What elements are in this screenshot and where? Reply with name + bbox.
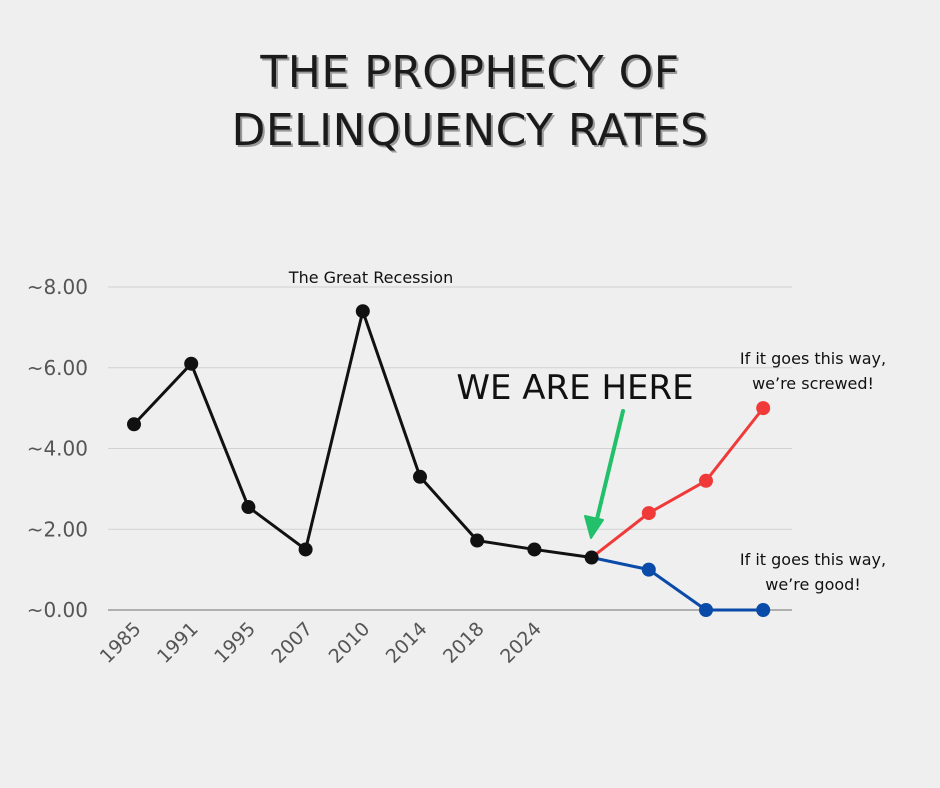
x-tick-label: 1985 — [96, 618, 146, 668]
x-tick-label: 1991 — [153, 618, 203, 668]
recession-annotation: The Great Recession — [288, 268, 453, 287]
we-are-here-arrow — [584, 409, 625, 539]
history-point — [241, 500, 256, 515]
annotations: The Great Recession WE ARE HERE If it go… — [288, 268, 886, 594]
arrow-head — [584, 515, 604, 539]
y-tick-label: ~6.00 — [27, 356, 88, 380]
good_scenario-point — [641, 562, 656, 577]
x-axis-ticks: 1985 1991 1995 2007 2010 2014 2018 2024 — [96, 618, 546, 668]
title-line-1: THE PROPHECY OF — [260, 47, 680, 98]
bad-scenario-annotation-line-1: If it goes this way, — [740, 349, 886, 368]
history-point — [184, 356, 199, 371]
x-tick-label: 2014 — [382, 618, 432, 668]
good_scenario-point — [756, 603, 771, 617]
series-lines — [127, 304, 771, 617]
title-line-2: DELINQUENCY RATES — [231, 105, 709, 156]
history-point — [127, 417, 141, 432]
history-point — [584, 550, 599, 565]
we-are-here-label: WE ARE HERE — [456, 368, 693, 408]
x-tick-label: 2010 — [325, 618, 375, 668]
bad_scenario-point — [641, 506, 656, 521]
x-tick-label: 2018 — [439, 618, 489, 668]
history-point — [413, 469, 427, 484]
x-tick-label: 2024 — [496, 618, 546, 668]
good-scenario-annotation-line-2: we’re good! — [765, 575, 860, 594]
grid-lines — [108, 286, 792, 611]
x-tick-label: 2007 — [267, 618, 317, 668]
good_scenario-line — [591, 556, 764, 612]
history-line — [132, 309, 592, 559]
bad_scenario-point — [756, 401, 771, 416]
good-scenario-annotation-line-1: If it goes this way, — [740, 550, 886, 569]
y-tick-label: ~4.00 — [27, 437, 88, 461]
history-point — [355, 304, 370, 319]
arrow-shaft — [595, 409, 625, 521]
bad_scenario-line — [590, 407, 765, 559]
bad_scenario-point — [699, 473, 713, 488]
bad-scenario-annotation-line-2: we’re screwed! — [752, 374, 874, 393]
good_scenario-point — [699, 603, 713, 617]
y-tick-label: ~2.00 — [27, 517, 88, 541]
x-tick-label: 1995 — [210, 618, 260, 668]
chart-title: THE PROPHECY OF DELINQUENCY RATES — [0, 44, 940, 160]
y-tick-label: ~8.00 — [27, 275, 88, 299]
y-axis-ticks: ~0.00 ~2.00 ~4.00 ~6.00 ~8.00 — [27, 275, 88, 622]
history-point — [298, 542, 313, 557]
y-tick-label: ~0.00 — [27, 598, 88, 622]
history-point — [470, 533, 485, 548]
history-point — [527, 542, 542, 557]
